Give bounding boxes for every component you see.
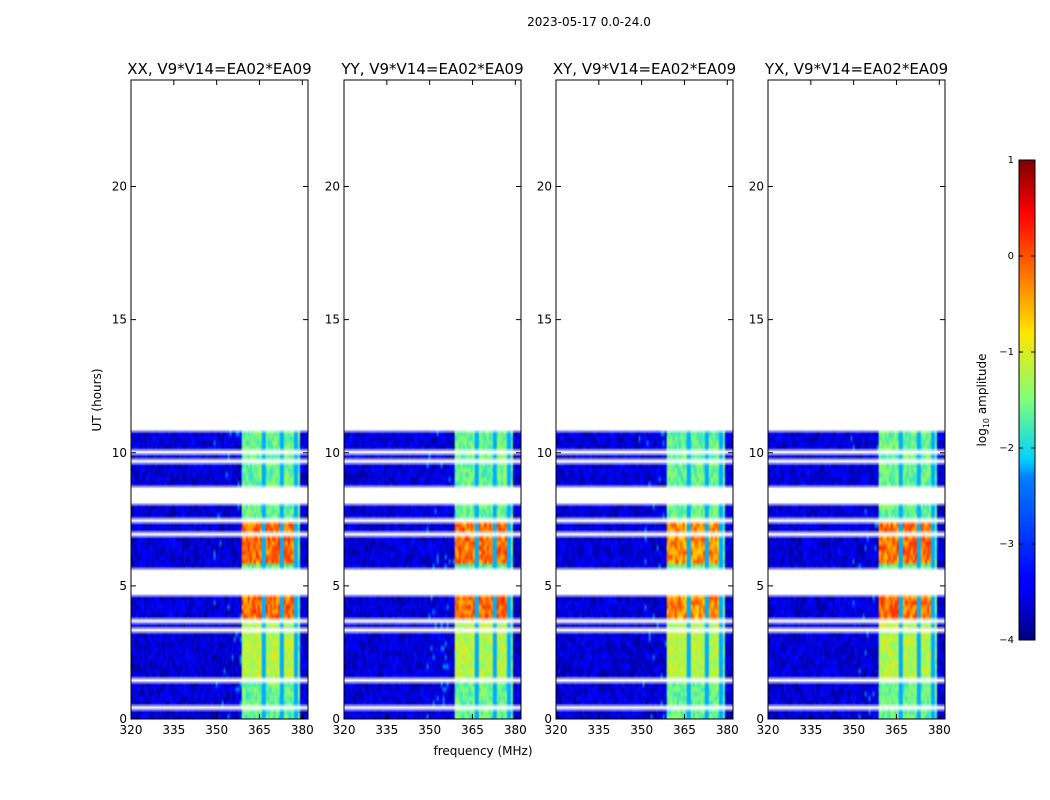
panel-title: XY, V9*V14=EA02*EA09 xyxy=(553,60,736,78)
x-tick-label: 380 xyxy=(504,723,527,737)
spectrogram-panel: YY, V9*V14=EA02*EA09 320 335 350 365 380 0 5 10 1… xyxy=(325,60,527,737)
colorbar-tick-label: −2 xyxy=(999,443,1014,454)
y-tick-label: 0 xyxy=(332,712,340,726)
spectrogram-image xyxy=(131,80,308,719)
y-tick-label: 20 xyxy=(112,180,127,194)
y-tick-label: 0 xyxy=(119,712,127,726)
x-tick-label: 380 xyxy=(716,723,739,737)
colorbar-label: log10 amplitude xyxy=(975,354,991,447)
colorbar: 1 0 −1 −2 −3 −4 xyxy=(999,155,1036,646)
x-tick-label: 335 xyxy=(799,723,822,737)
x-tick-label: 380 xyxy=(928,723,951,737)
colorbar-tick-label: 1 xyxy=(1008,155,1014,166)
y-tick-label: 5 xyxy=(544,579,552,593)
colorbar-gradient xyxy=(1018,159,1036,641)
panel-frame xyxy=(555,79,734,720)
x-tick-label: 350 xyxy=(630,723,653,737)
y-tick-label: 5 xyxy=(119,579,127,593)
colorbar-label-rest: amplitude xyxy=(975,354,989,418)
y-tick-label: 10 xyxy=(537,446,552,460)
spectrogram-panel: XY, V9*V14=EA02*EA09 320 335 350 365 380 0 5 10 1… xyxy=(537,60,739,737)
x-tick-label: 365 xyxy=(248,723,271,737)
y-tick-label: 15 xyxy=(749,313,764,327)
y-tick-label: 20 xyxy=(537,180,552,194)
y-tick-label: 0 xyxy=(544,712,552,726)
x-tick-label: 320 xyxy=(545,723,568,737)
y-tick-label: 0 xyxy=(756,712,764,726)
spectrogram-image xyxy=(344,80,521,719)
panel-frame xyxy=(130,79,309,720)
spectrogram-panel: XX, V9*V14=EA02*EA09 320 335 350 365 380 0 5 10 1… xyxy=(112,60,314,737)
x-tick-label: 350 xyxy=(418,723,441,737)
x-tick-label: 335 xyxy=(162,723,185,737)
panel-title: YY, V9*V14=EA02*EA09 xyxy=(340,60,523,78)
colorbar-tick-label: 0 xyxy=(1008,251,1014,262)
y-tick-label: 5 xyxy=(756,579,764,593)
colorbar-label-log: log xyxy=(975,428,989,446)
x-tick-label: 320 xyxy=(333,723,356,737)
y-tick-label: 15 xyxy=(112,313,127,327)
x-tick-label: 350 xyxy=(205,723,228,737)
y-tick-label: 10 xyxy=(749,446,764,460)
x-tick-label: 320 xyxy=(120,723,143,737)
spectrogram-image xyxy=(768,80,945,719)
colorbar-tick-label: −3 xyxy=(999,539,1014,550)
colorbar-label-sub: 10 xyxy=(982,418,991,428)
figure-title: 2023-05-17 0.0-24.0 xyxy=(527,15,651,29)
x-tick-label: 365 xyxy=(673,723,696,737)
panel-frame xyxy=(767,79,946,720)
y-tick-label: 20 xyxy=(325,180,340,194)
x-tick-label: 365 xyxy=(461,723,484,737)
panel-title: YX, V9*V14=EA02*EA09 xyxy=(764,60,948,78)
colorbar-tick-label: −1 xyxy=(999,347,1014,358)
panel-title: XX, V9*V14=EA02*EA09 xyxy=(127,60,311,78)
x-axis-label: frequency (MHz) xyxy=(433,744,532,758)
x-tick-label: 335 xyxy=(587,723,610,737)
y-tick-label: 10 xyxy=(325,446,340,460)
y-tick-label: 15 xyxy=(537,313,552,327)
x-tick-label: 380 xyxy=(291,723,314,737)
y-axis-label: UT (hours) xyxy=(90,368,104,431)
panel-frame xyxy=(343,79,522,720)
y-tick-label: 20 xyxy=(749,180,764,194)
x-tick-label: 320 xyxy=(757,723,780,737)
colorbar-tick-label: −4 xyxy=(999,635,1014,646)
y-tick-label: 10 xyxy=(112,446,127,460)
x-tick-label: 335 xyxy=(375,723,398,737)
spectrogram-panel: YX, V9*V14=EA02*EA09 320 335 350 365 380 0 5 10 1… xyxy=(749,60,951,737)
x-tick-label: 350 xyxy=(842,723,865,737)
y-tick-label: 15 xyxy=(325,313,340,327)
spectrogram-image xyxy=(556,80,733,719)
y-tick-label: 5 xyxy=(332,579,340,593)
x-tick-label: 365 xyxy=(885,723,908,737)
